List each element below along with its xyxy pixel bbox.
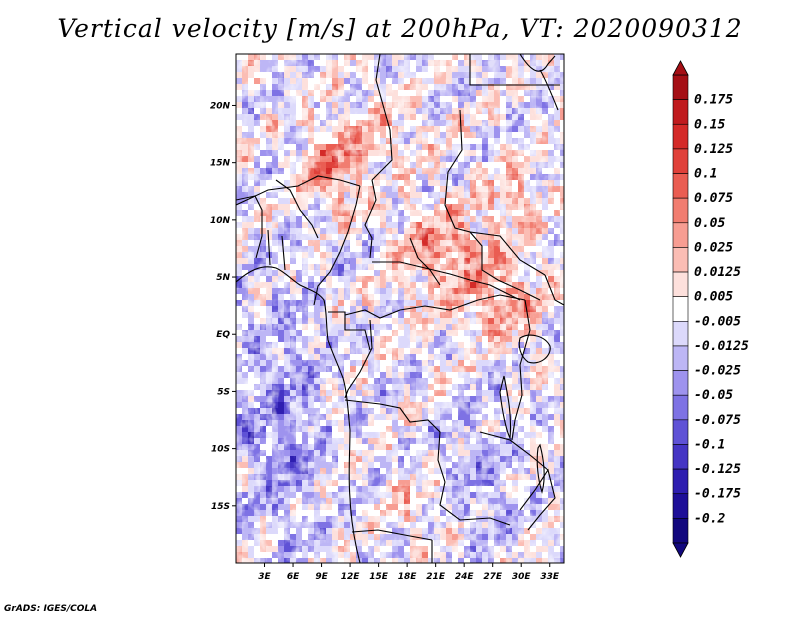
- border-drc-east: [511, 299, 531, 441]
- map-title: Vertical velocity [m/s] at 200hPa, VT: 2…: [57, 14, 743, 43]
- colorbar-swatch: [672, 173, 689, 199]
- colorbar-level-label: 0.05: [694, 216, 725, 231]
- colorbar-swatch: [672, 247, 689, 273]
- colorbar-swatch: [672, 197, 689, 224]
- lon-tick-label: 6E: [287, 572, 300, 582]
- colorbar-level-label: -0.025: [694, 364, 741, 379]
- lat-tick-label: 10S: [211, 445, 230, 455]
- grads-credit: GrADS: IGES/COLA: [4, 604, 98, 614]
- colorbar-swatch: [672, 394, 689, 421]
- colorbar-swatch: [672, 296, 689, 322]
- latitude-axis: 20N 15N 10N 5N EQ 5S 10S 15S: [210, 101, 236, 512]
- colorbar-level-label: -0.005: [694, 314, 741, 329]
- colorbar-swatch: [672, 321, 689, 347]
- lat-tick-label: 10N: [210, 216, 231, 226]
- colorbar-max-arrow: [672, 60, 689, 76]
- lon-tick-label: 9E: [315, 572, 328, 582]
- colorbar-level-label: 0.175: [694, 93, 733, 108]
- colorbar-swatch: [672, 123, 689, 150]
- field-speckle-overlay: [236, 54, 564, 563]
- border-niger-nigeria: [236, 175, 361, 206]
- lake-malawi: [536, 443, 545, 494]
- border-libya-egypt: [380, 54, 560, 86]
- lat-tick-label: 15N: [210, 159, 231, 169]
- colorbar-level-label: -0.125: [694, 462, 741, 477]
- border-mali-burkina: [275, 179, 319, 239]
- colorbar-swatch: [672, 493, 689, 519]
- border-chad-niger: [364, 179, 377, 259]
- colorbar-level-label: 0.005: [694, 290, 733, 305]
- colorbar-swatch: [672, 419, 689, 445]
- colorbar-level-label: -0.05: [694, 388, 733, 403]
- lat-tick-label: 5N: [216, 273, 230, 283]
- lon-tick-label: 12E: [341, 572, 361, 582]
- colorbar-swatch: [672, 222, 689, 248]
- lon-tick-label: 3E: [258, 572, 271, 582]
- longitude-axis: 3E 6E 9E 12E 15E 18E 21E 24E 27E 30E 33E: [258, 563, 560, 582]
- border-nigeria-cameroon: [313, 185, 361, 306]
- border-angola-namibia: [351, 529, 433, 541]
- border-libya-algeria: [371, 54, 393, 181]
- red-sea-coast: [519, 54, 559, 111]
- colorbar-level-label: 0.0125: [694, 265, 741, 280]
- colorbar-level-label: 0.1: [694, 167, 717, 182]
- border-zambia-tanzania: [479, 431, 549, 471]
- colorbar-level-label: -0.075: [694, 413, 741, 428]
- colorbar-swatch: [672, 148, 689, 174]
- lon-tick-label: 33E: [540, 572, 560, 582]
- lon-tick-label: 24E: [455, 572, 475, 582]
- colorbar-swatch: [672, 468, 689, 495]
- coastline: [236, 266, 361, 563]
- colorbar-level-label: 0.15: [694, 117, 725, 132]
- border-car-drc: [344, 294, 526, 319]
- colorbar-swatch: [672, 444, 689, 470]
- lon-tick-label: 15E: [369, 572, 389, 582]
- lat-tick-label: EQ: [216, 330, 230, 340]
- border-ethiopia-somalia: [544, 274, 564, 306]
- border-angola-zambia: [439, 481, 511, 526]
- colorbar-level-label: -0.2: [694, 511, 725, 526]
- border-chad-sudan: [409, 237, 441, 286]
- colorbar-level-label: -0.0125: [694, 339, 749, 354]
- border-west-africa: [236, 195, 263, 259]
- colorbar-swatch: [672, 345, 689, 371]
- colorbar-level-label: -0.1: [694, 437, 725, 452]
- lon-tick-label: 27E: [483, 572, 503, 582]
- lat-tick-label: 15S: [211, 502, 230, 512]
- colorbar-level-label: 0.125: [694, 142, 733, 157]
- border-gabon: [328, 311, 371, 351]
- colorbar-swatch: [672, 370, 689, 396]
- colorbar-level-label: 0.025: [694, 240, 733, 255]
- border-congo-drc: [344, 319, 373, 399]
- colorbar-level-label: -0.175: [694, 487, 741, 502]
- lon-tick-label: 21E: [426, 572, 446, 582]
- border-drc-angola: [344, 399, 446, 483]
- colorbar-swatch: [672, 74, 689, 100]
- border-sudan-ethiopia: [469, 231, 546, 276]
- map-frame: [235, 53, 565, 564]
- lat-tick-label: 20N: [210, 101, 231, 111]
- lake-victoria: [518, 334, 551, 364]
- colorbar-min-arrow: [672, 542, 689, 558]
- lat-tick-label: 5S: [217, 387, 230, 397]
- lake-tanganyika: [499, 375, 512, 440]
- border-mozambique: [519, 468, 556, 531]
- border-ghana-togo: [267, 229, 286, 271]
- border-car: [372, 261, 521, 301]
- colorbar-swatch: [672, 271, 689, 297]
- country-borders: [236, 54, 564, 563]
- colorbar-swatch: [672, 518, 689, 544]
- colorbar-swatch: [672, 99, 689, 125]
- lon-tick-label: 30E: [512, 572, 532, 582]
- lon-tick-label: 18E: [398, 572, 418, 582]
- colorbar: 0.175 0.15 0.125 0.1 0.075 0.05 0.025 0.0125 0.0…: [672, 60, 749, 558]
- colorbar-level-label: 0.075: [694, 191, 733, 206]
